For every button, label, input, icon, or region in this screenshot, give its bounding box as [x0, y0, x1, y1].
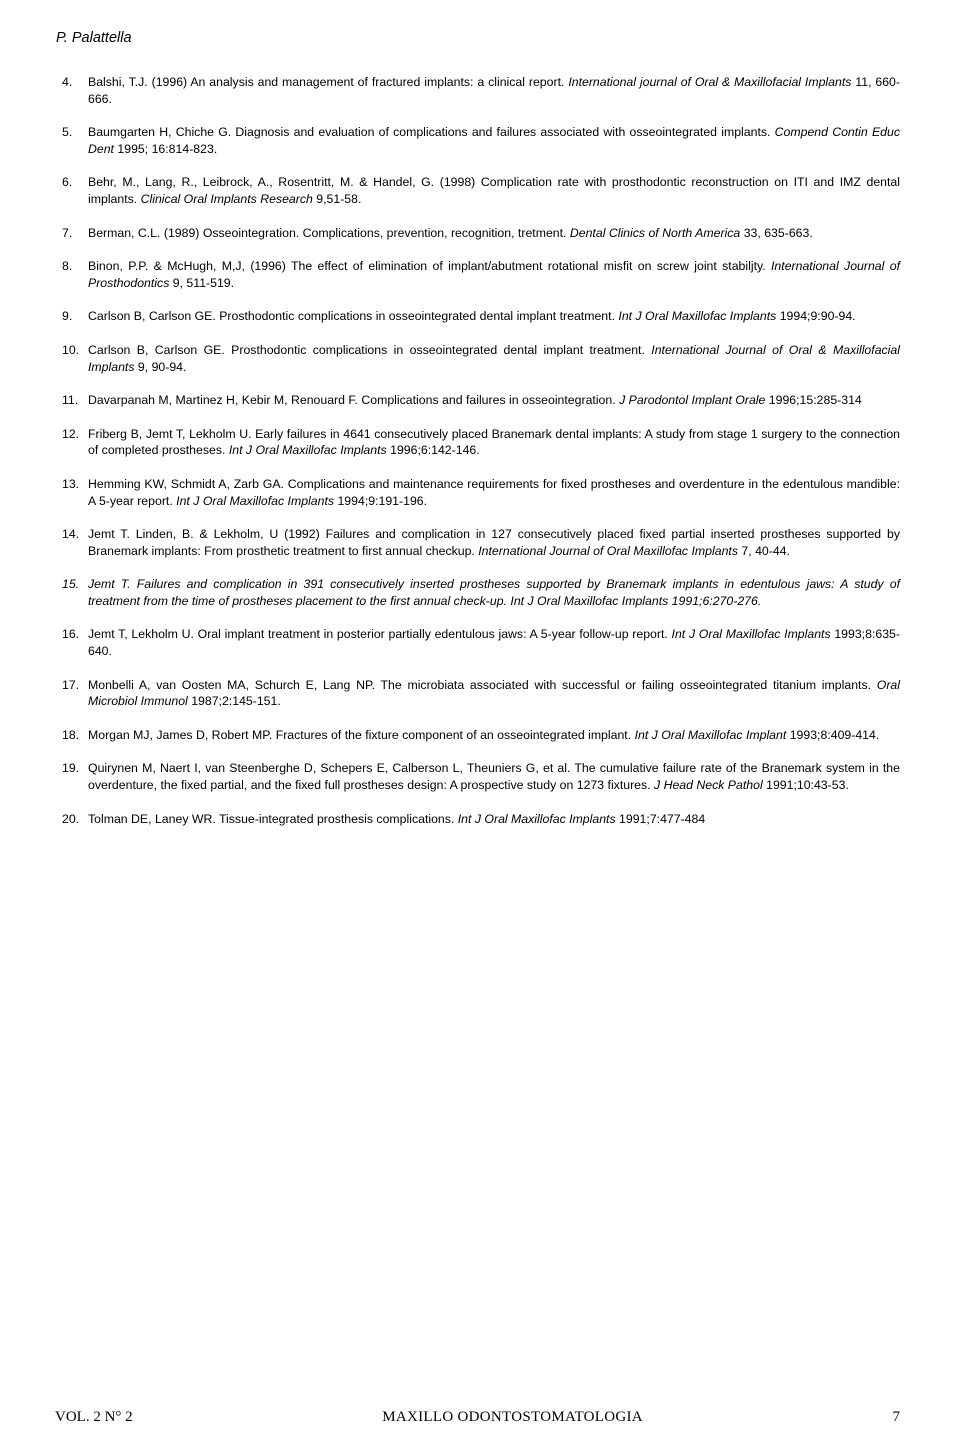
reference-item: 17.Monbelli A, van Oosten MA, Schurch E,…: [60, 677, 900, 710]
reference-text: Jemt T, Lekholm U. Oral implant treatmen…: [88, 626, 900, 659]
page-footer: VOL. 2 N° 2 MAXILLO ODONTOSTOMATOLOGIA 7: [55, 1409, 900, 1426]
reference-item: 13.Hemming KW, Schmidt A, Zarb GA. Compl…: [60, 476, 900, 509]
reference-number: 16.: [60, 626, 88, 659]
reference-text: Carlson B, Carlson GE. Prosthodontic com…: [88, 342, 900, 375]
reference-text: Carlson B, Carlson GE. Prosthodontic com…: [88, 308, 900, 325]
reference-text: Binon, P.P. & McHugh, M,J, (1996) The ef…: [88, 258, 900, 291]
reference-number: 17.: [60, 677, 88, 710]
footer-journal: MAXILLO ODONTOSTOMATOLOGIA: [382, 1409, 643, 1426]
reference-text: Morgan MJ, James D, Robert MP. Fractures…: [88, 727, 900, 744]
reference-item: 7.Berman, C.L. (1989) Osseointegration. …: [60, 225, 900, 242]
reference-number: 18.: [60, 727, 88, 744]
footer-page-number: 7: [892, 1409, 900, 1426]
reference-number: 15.: [60, 576, 88, 609]
reference-number: 10.: [60, 342, 88, 375]
reference-number: 9.: [60, 308, 88, 325]
reference-number: 8.: [60, 258, 88, 291]
reference-item: 16.Jemt T, Lekholm U. Oral implant treat…: [60, 626, 900, 659]
reference-item: 19.Quirynen M, Naert I, van Steenberghe …: [60, 760, 900, 793]
reference-item: 6.Behr, M., Lang, R., Leibrock, A., Rose…: [60, 174, 900, 207]
reference-text: Tolman DE, Laney WR. Tissue-integrated p…: [88, 811, 900, 828]
reference-item: 18.Morgan MJ, James D, Robert MP. Fractu…: [60, 727, 900, 744]
reference-text: Hemming KW, Schmidt A, Zarb GA. Complica…: [88, 476, 900, 509]
reference-number: 7.: [60, 225, 88, 242]
reference-list: 4.Balshi, T.J. (1996) An analysis and ma…: [60, 74, 900, 827]
reference-number: 14.: [60, 526, 88, 559]
reference-number: 5.: [60, 124, 88, 157]
reference-item: 20.Tolman DE, Laney WR. Tissue-integrate…: [60, 811, 900, 828]
page-header-author: P. Palattella: [56, 30, 900, 46]
reference-item: 4.Balshi, T.J. (1996) An analysis and ma…: [60, 74, 900, 107]
reference-text: Quirynen M, Naert I, van Steenberghe D, …: [88, 760, 900, 793]
reference-text: Friberg B, Jemt T, Lekholm U. Early fail…: [88, 426, 900, 459]
reference-item: 15.Jemt T. Failures and complication in …: [60, 576, 900, 609]
reference-item: 10.Carlson B, Carlson GE. Prosthodontic …: [60, 342, 900, 375]
reference-number: 19.: [60, 760, 88, 793]
reference-text: Behr, M., Lang, R., Leibrock, A., Rosent…: [88, 174, 900, 207]
reference-text: Monbelli A, van Oosten MA, Schurch E, La…: [88, 677, 900, 710]
page: P. Palattella 4.Balshi, T.J. (1996) An a…: [0, 0, 960, 1444]
reference-text: Jemt T. Failures and complication in 391…: [88, 576, 900, 609]
reference-item: 12.Friberg B, Jemt T, Lekholm U. Early f…: [60, 426, 900, 459]
footer-volume: VOL. 2 N° 2: [55, 1409, 133, 1426]
reference-item: 5.Baumgarten H, Chiche G. Diagnosis and …: [60, 124, 900, 157]
reference-item: 14.Jemt T. Linden, B. & Lekholm, U (1992…: [60, 526, 900, 559]
reference-item: 9.Carlson B, Carlson GE. Prosthodontic c…: [60, 308, 900, 325]
reference-number: 20.: [60, 811, 88, 828]
reference-text: Baumgarten H, Chiche G. Diagnosis and ev…: [88, 124, 900, 157]
reference-text: Jemt T. Linden, B. & Lekholm, U (1992) F…: [88, 526, 900, 559]
reference-text: Berman, C.L. (1989) Osseointegration. Co…: [88, 225, 900, 242]
reference-item: 11.Davarpanah M, Martinez H, Kebir M, Re…: [60, 392, 900, 409]
reference-number: 6.: [60, 174, 88, 207]
reference-number: 13.: [60, 476, 88, 509]
reference-number: 11.: [60, 392, 88, 409]
reference-number: 4.: [60, 74, 88, 107]
reference-item: 8.Binon, P.P. & McHugh, M,J, (1996) The …: [60, 258, 900, 291]
reference-text: Balshi, T.J. (1996) An analysis and mana…: [88, 74, 900, 107]
reference-text: Davarpanah M, Martinez H, Kebir M, Renou…: [88, 392, 900, 409]
reference-number: 12.: [60, 426, 88, 459]
